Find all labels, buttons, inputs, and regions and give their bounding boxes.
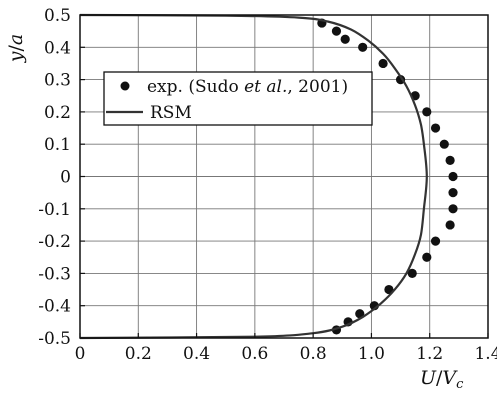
exp-data-point [430, 123, 441, 133]
exp-data-point [422, 107, 432, 117]
legend-entry-rsm: RSM [150, 103, 192, 123]
y-tick-labels: 0.5 0.4 0.3 0.2 0.1 0 -0.1 -0.2 -0.3 -0.4 -0.5 [38, 6, 71, 349]
legend-entry-exp-a: exp. (Sudo [147, 77, 244, 97]
exp-data-point [439, 139, 449, 149]
exp-data-point [378, 58, 388, 69]
x-tick-label: 1.4 [474, 344, 497, 364]
y-tick-label: -0.2 [38, 232, 71, 252]
y-axis-title: y/a [5, 34, 27, 63]
exp-data-point [448, 171, 458, 182]
legend-entry-exp-em: et al. [244, 77, 287, 97]
x-axis-title-subscript: c [456, 377, 464, 388]
exp-data-point [340, 34, 350, 44]
y-tick-label: 0.4 [44, 38, 71, 58]
y-tick-label: -0.3 [38, 264, 71, 284]
exp-data-point [445, 155, 455, 165]
exp-data-point [448, 204, 458, 214]
y-tick-label: 0.1 [44, 135, 71, 155]
y-tick-label: -0.1 [38, 200, 71, 220]
y-axis-title-a: a [5, 34, 27, 45]
legend-box [103, 71, 373, 126]
axis-ticks [79, 14, 489, 339]
x-tick-label: 0.2 [125, 344, 152, 364]
y-tick-label: -0.5 [38, 329, 71, 349]
y-axis-title-y: y [5, 51, 27, 63]
plot-series [79, 13, 458, 340]
exp-data-point [445, 220, 455, 230]
exp-data-point [448, 188, 458, 198]
x-tick-label: 1.2 [416, 344, 443, 364]
exp-data-point [407, 268, 417, 278]
x-tick-label: 0 [75, 344, 86, 364]
exp-data-point [384, 284, 394, 295]
y-axis-title-slash: / [5, 45, 27, 52]
legend-entry-exp: exp. (Sudo et al., 2001) [147, 77, 348, 97]
legend: exp. (Sudo et al., 2001) RSM [103, 71, 373, 126]
exp-data-point [430, 236, 441, 246]
y-tick-label: 0.2 [44, 103, 71, 123]
exp-data-point [358, 42, 368, 52]
x-axis-title-numerator: U [420, 367, 437, 388]
exp-data-point [331, 26, 342, 36]
rsm-curve [79, 13, 428, 340]
y-tick-label: 0.3 [44, 71, 71, 91]
x-tick-labels: 0 0.2 0.4 0.6 0.8 1.0 1.2 1.4 [75, 344, 497, 364]
x-axis-title-V: V [442, 367, 458, 388]
x-tick-label: 0.6 [241, 344, 268, 364]
x-axis-title: U/Vc [420, 367, 464, 388]
x-tick-label: 0.8 [300, 344, 327, 364]
y-tick-label: 0.5 [44, 6, 71, 26]
y-tick-label: 0 [60, 168, 71, 188]
y-tick-label: -0.4 [38, 297, 71, 317]
exp-data-point [422, 252, 432, 262]
x-tick-label: 0.4 [183, 344, 210, 364]
legend-entry-exp-b: , 2001) [287, 77, 348, 97]
exp-data-point [355, 309, 365, 319]
legend-dot-marker [120, 81, 130, 91]
x-tick-label: 1.0 [358, 344, 385, 364]
x-axis-title-slash: / [436, 367, 443, 388]
